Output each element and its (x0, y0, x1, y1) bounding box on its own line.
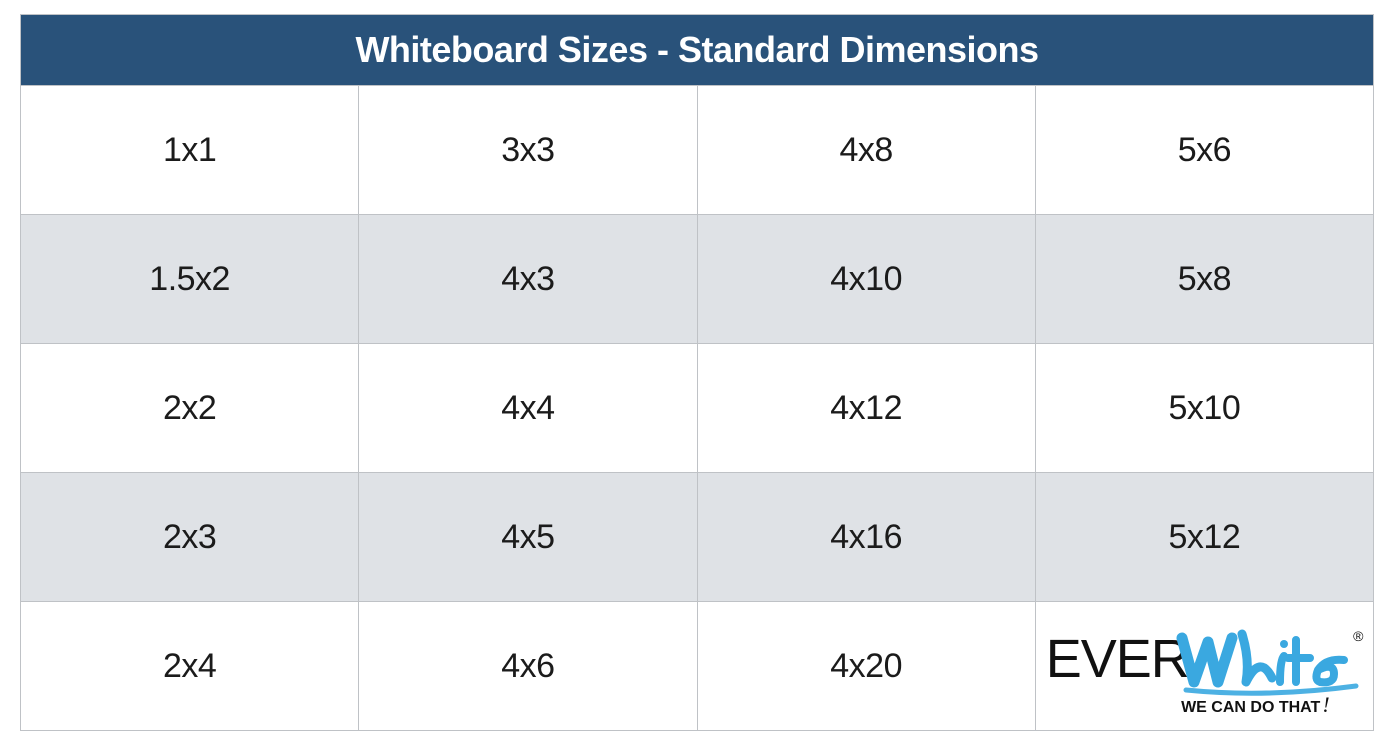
size-cell: 4x6 (359, 602, 697, 731)
table-row: 2x4 4x6 4x20 EVER (21, 602, 1374, 731)
size-cell: 3x3 (359, 86, 697, 215)
size-cell: 5x8 (1035, 215, 1373, 344)
sizes-table: Whiteboard Sizes - Standard Dimensions 1… (20, 14, 1374, 731)
size-cell: 5x12 (1035, 473, 1373, 602)
logo-ever-text: EVER (1046, 628, 1189, 690)
size-cell: 4x20 (697, 602, 1035, 731)
logo-cell: EVER (1035, 602, 1373, 731)
size-cell: 4x5 (359, 473, 697, 602)
table-row: 1.5x2 4x3 4x10 5x8 (21, 215, 1374, 344)
size-cell: 4x10 (697, 215, 1035, 344)
size-cell: 4x12 (697, 344, 1035, 473)
table-title: Whiteboard Sizes - Standard Dimensions (21, 15, 1374, 86)
size-cell: 5x10 (1035, 344, 1373, 473)
size-cell: 1.5x2 (21, 215, 359, 344)
registered-mark-icon: ® (1353, 628, 1363, 644)
size-cell: 4x16 (697, 473, 1035, 602)
size-cell: 4x4 (359, 344, 697, 473)
table-row: 2x2 4x4 4x12 5x10 (21, 344, 1374, 473)
tagline-text: WE CAN DO THAT (1181, 699, 1320, 716)
size-cell: 4x8 (697, 86, 1035, 215)
size-cell: 2x4 (21, 602, 359, 731)
everwhite-logo: EVER (1046, 620, 1365, 720)
size-cell: 4x3 (359, 215, 697, 344)
size-cell: 1x1 (21, 86, 359, 215)
size-cell: 5x6 (1035, 86, 1373, 215)
table-row: 1x1 3x3 4x8 5x6 (21, 86, 1374, 215)
size-cell: 2x3 (21, 473, 359, 602)
logo-white-script-icon (1176, 620, 1366, 700)
table-row: 2x3 4x5 4x16 5x12 (21, 473, 1374, 602)
size-cell: 2x2 (21, 344, 359, 473)
